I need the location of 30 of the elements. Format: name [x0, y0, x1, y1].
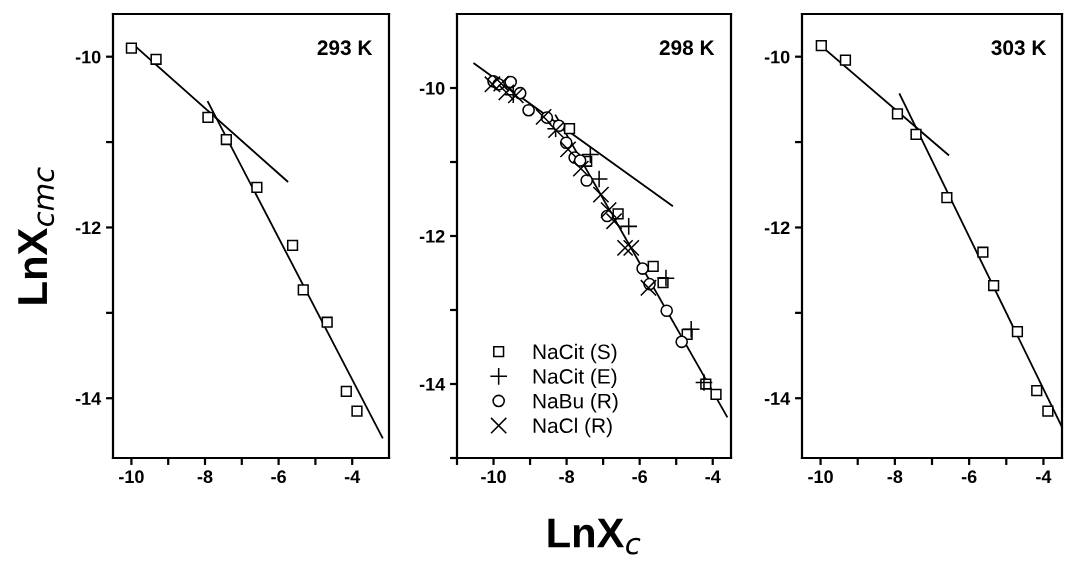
- x-tick-label: -8: [559, 470, 575, 484]
- y-tick-label: -10: [75, 50, 101, 64]
- y-tick-label: -12: [764, 221, 790, 234]
- x-tick-label: -10: [481, 470, 506, 484]
- annotation: 298 K: [659, 40, 715, 56]
- x-tick-label: -4: [1036, 470, 1052, 483]
- y-tick-label: -14: [75, 392, 102, 405]
- y-tick-label: -12: [419, 229, 445, 243]
- x-tick-label: -6: [271, 470, 286, 484]
- x-tick-label: -4: [344, 470, 361, 483]
- legend-label: NaCit (S): [533, 343, 617, 364]
- x-tick-label: -6: [632, 470, 648, 484]
- annotation: 293 K: [317, 40, 373, 56]
- y-tick-label: -14: [419, 378, 446, 391]
- y-axis-title: LnX$_{cmc}$: [18, 167, 55, 304]
- legend-label: NaBu (R): [533, 393, 618, 413]
- x-tick-label: -8: [197, 470, 213, 484]
- x-axis-title: LnX$_{c}$: [548, 518, 641, 555]
- y-tick-label: -12: [75, 221, 101, 234]
- y-tick-label: -10: [419, 81, 445, 95]
- y-tick-label: -14: [764, 392, 791, 405]
- annotation: 303 K: [991, 40, 1047, 56]
- legend-label: NaCl (R): [533, 417, 612, 438]
- x-tick-label: -6: [961, 470, 977, 484]
- x-tick-label: -8: [887, 470, 903, 484]
- x-tick-label: -10: [119, 470, 144, 484]
- x-tick-label: -10: [808, 470, 833, 484]
- y-tick-label: -10: [764, 50, 790, 64]
- legend-label: NaCit (E): [533, 368, 617, 388]
- x-tick-label: -4: [705, 470, 721, 483]
